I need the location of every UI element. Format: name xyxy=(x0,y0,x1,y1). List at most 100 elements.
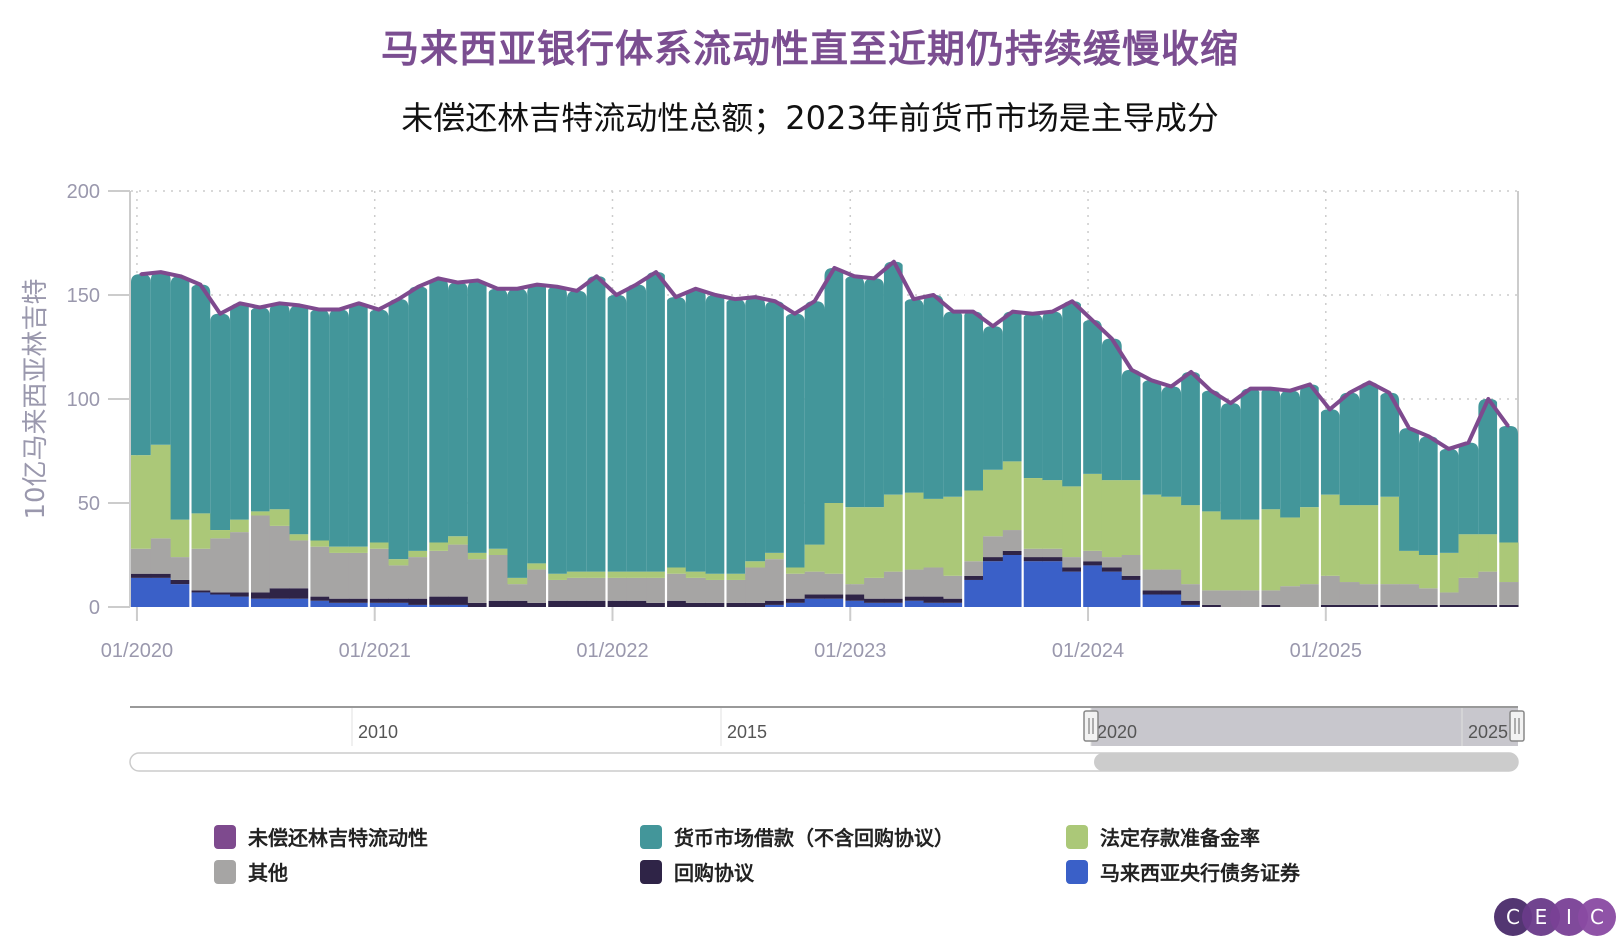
line-point xyxy=(1427,434,1431,438)
line-point xyxy=(733,297,737,301)
bar-segment-money-market xyxy=(784,313,805,568)
bar-segment xyxy=(963,490,984,562)
bar-segment xyxy=(309,540,330,547)
bar-segment xyxy=(784,598,806,603)
total-liquidity-line xyxy=(140,259,1510,451)
bar-segment xyxy=(1418,588,1440,605)
bar-segment xyxy=(685,602,707,607)
bar-segment xyxy=(210,592,231,595)
legend-item-total-liquidity[interactable]: 未偿还林吉特流动性 xyxy=(214,822,428,851)
bar-segment xyxy=(487,555,508,601)
bar-segment-money-market xyxy=(1280,390,1301,518)
navigator-handle[interactable] xyxy=(1509,710,1525,742)
bar-segment xyxy=(1042,548,1063,558)
bar-segment xyxy=(1181,600,1202,605)
bar-segment xyxy=(626,600,647,607)
bar-segment xyxy=(864,577,885,599)
bar-segment xyxy=(289,534,310,541)
legend-item-bnm-securities[interactable]: 马来西亚央行债务证券 xyxy=(1066,857,1300,886)
legend-item-money-market[interactable]: 货币市场借款（不含回购协议） xyxy=(640,822,954,851)
line-point xyxy=(813,299,817,303)
bar-segment xyxy=(547,600,568,607)
bar-segment-money-market xyxy=(1319,409,1340,495)
bar-segment xyxy=(329,546,350,553)
bar-segment xyxy=(745,561,766,568)
bar-segment-money-market xyxy=(983,326,1003,470)
line-point xyxy=(377,308,381,312)
bar-segment xyxy=(428,604,449,607)
bar-segment xyxy=(1181,584,1202,601)
bar-segment xyxy=(269,588,290,599)
bar-segment xyxy=(1181,505,1202,585)
bar-segment xyxy=(249,511,271,516)
bar-segment xyxy=(190,592,211,607)
bar-segment xyxy=(606,600,627,607)
bar-segment xyxy=(765,559,786,601)
bar-segment xyxy=(864,507,885,578)
line-point xyxy=(416,285,420,289)
bar-segment xyxy=(348,602,370,607)
y-tick-label: 100 xyxy=(67,389,100,411)
bar-segment-money-market xyxy=(210,313,231,531)
bar-segment xyxy=(408,598,429,605)
line-point xyxy=(753,295,757,299)
bar-segment xyxy=(289,588,310,599)
bar-segment xyxy=(1300,507,1321,585)
bar-segment xyxy=(190,548,211,591)
line-point xyxy=(218,312,222,316)
line-point xyxy=(595,274,599,278)
bar-segment xyxy=(1399,550,1420,585)
line-point xyxy=(971,310,975,314)
bar-segment xyxy=(1359,584,1380,605)
bar-segment xyxy=(804,598,825,607)
bar-segment-money-market xyxy=(1042,311,1063,481)
navigator-scrollbar-thumb[interactable] xyxy=(1094,753,1518,771)
bar-segment-money-market xyxy=(725,299,746,574)
bar-segment xyxy=(685,571,707,578)
x-tick-label: 01/2022 xyxy=(576,640,648,662)
line-point xyxy=(991,324,995,328)
bar-segment xyxy=(230,592,251,597)
legend-item-srr[interactable]: 法定存款准备金率 xyxy=(1066,822,1260,851)
bar-segment xyxy=(1062,486,1083,558)
line-point xyxy=(634,283,638,287)
bar-segment-money-market xyxy=(1240,388,1261,520)
bar-segment xyxy=(170,519,191,558)
bar-segment xyxy=(844,584,865,595)
bar-segment xyxy=(983,536,1004,558)
bar-segment-money-market xyxy=(646,272,666,572)
bar-segment xyxy=(170,557,191,580)
bar-segment xyxy=(765,600,786,605)
bar-segment xyxy=(329,552,350,599)
legend-label: 马来西亚央行债务证券 xyxy=(1100,861,1300,885)
bar-segment xyxy=(1339,505,1360,583)
bar-segment xyxy=(725,579,746,603)
legend-item-repo[interactable]: 回购协议 xyxy=(640,857,754,886)
legend-item-others[interactable]: 其他 xyxy=(214,857,288,886)
line-point xyxy=(337,308,341,312)
bar-segment xyxy=(1399,604,1420,607)
bar-segment-money-market xyxy=(368,309,389,543)
bar-segment xyxy=(448,536,469,545)
bar-segment xyxy=(903,596,924,601)
line-point xyxy=(1189,370,1193,374)
bar-segment xyxy=(150,577,172,607)
bar-segment xyxy=(131,455,152,549)
logo-letter: C xyxy=(1578,898,1616,936)
line-point xyxy=(179,274,183,278)
bar-segment xyxy=(745,567,766,603)
bar-segment xyxy=(883,494,905,572)
bar-segment xyxy=(1002,555,1024,607)
bar-segment-money-market xyxy=(527,284,548,564)
bar-segment xyxy=(626,571,647,578)
bar-segment xyxy=(1200,604,1222,607)
bar-segment xyxy=(883,602,905,607)
bar-segment xyxy=(665,567,687,574)
bar-segment-money-market xyxy=(1300,384,1320,508)
bar-segment xyxy=(230,596,251,607)
bar-segment-money-market xyxy=(705,295,726,574)
line-point xyxy=(951,310,955,314)
bar-segment xyxy=(368,602,389,607)
navigator-handle[interactable] xyxy=(1083,710,1099,742)
bar-segment xyxy=(923,602,944,607)
